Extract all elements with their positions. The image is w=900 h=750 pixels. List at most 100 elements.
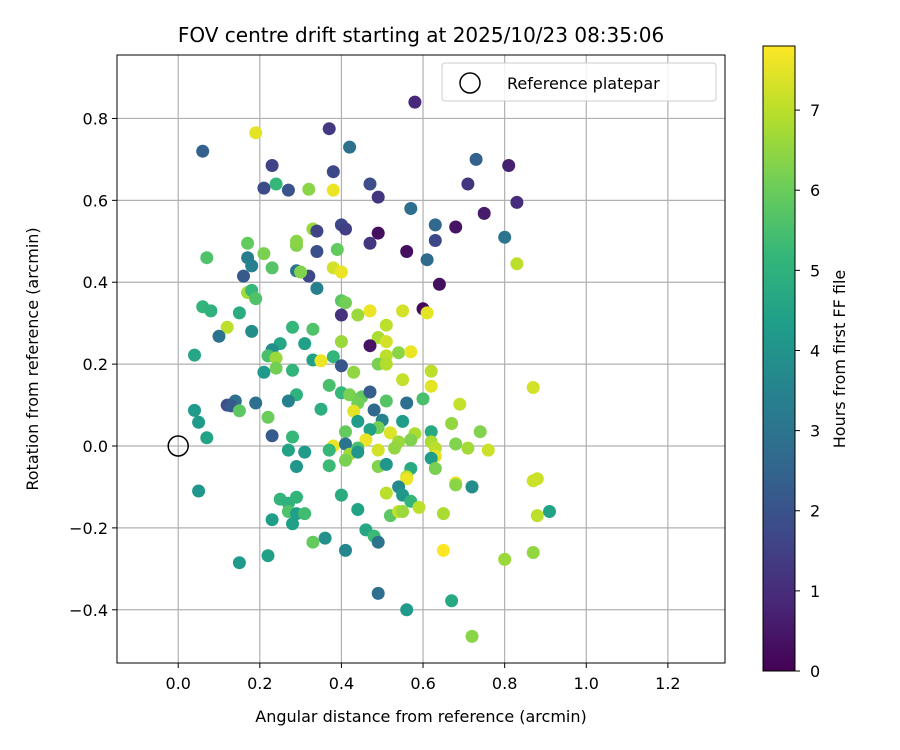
- data-point: [265, 513, 279, 527]
- y-axis-label: Rotation from reference (arcmin): [23, 227, 42, 490]
- data-point: [436, 543, 450, 557]
- data-point: [298, 507, 312, 521]
- data-point: [334, 359, 348, 373]
- data-point: [322, 378, 336, 392]
- data-point: [445, 594, 459, 608]
- data-point: [510, 257, 524, 271]
- data-point: [363, 177, 377, 191]
- data-point: [526, 381, 540, 394]
- data-point: [396, 373, 410, 387]
- data-point: [339, 543, 352, 557]
- data-point: [188, 403, 201, 417]
- data-point: [347, 365, 361, 379]
- data-point: [314, 402, 328, 416]
- data-point: [281, 394, 295, 408]
- data-point: [269, 177, 283, 191]
- data-point: [343, 140, 357, 154]
- data-point: [530, 472, 544, 486]
- data-point: [265, 159, 279, 172]
- x-axis-label: Angular distance from reference (arcmin): [255, 707, 586, 726]
- data-point: [326, 183, 340, 197]
- data-point: [379, 457, 393, 471]
- data-point: [249, 292, 263, 306]
- data-point: [192, 415, 206, 429]
- colorbar-tick-label: 1: [810, 582, 820, 601]
- data-point: [306, 535, 320, 549]
- y-tick-label: 0.2: [83, 355, 108, 374]
- data-point: [400, 472, 414, 486]
- data-point: [257, 181, 271, 195]
- data-point: [290, 460, 303, 473]
- data-point: [232, 306, 246, 320]
- data-point: [424, 425, 438, 439]
- data-point: [334, 488, 348, 502]
- data-point: [530, 509, 544, 523]
- data-point: [420, 253, 434, 267]
- y-tick-label: 0.8: [83, 109, 108, 128]
- colorbar-tick-label: 2: [810, 502, 820, 521]
- data-point: [498, 230, 512, 244]
- data-point: [302, 182, 316, 196]
- data-point: [359, 433, 373, 447]
- data-point: [498, 552, 512, 566]
- data-point: [249, 126, 263, 140]
- data-point: [265, 429, 279, 443]
- data-point: [469, 152, 483, 166]
- data-point: [428, 462, 442, 475]
- data-point: [371, 535, 385, 549]
- data-point: [424, 379, 438, 393]
- data-point: [400, 245, 414, 258]
- legend-hollow-circle-icon: [459, 72, 481, 94]
- data-point: [290, 490, 303, 504]
- data-point: [351, 445, 365, 459]
- data-point: [339, 296, 352, 310]
- data-point: [428, 218, 442, 232]
- data-point: [465, 480, 479, 494]
- data-point: [245, 259, 259, 273]
- y-tick-label: −0.2: [69, 519, 108, 538]
- data-point: [339, 425, 352, 439]
- data-point: [261, 549, 275, 563]
- data-point: [379, 357, 393, 371]
- data-point: [379, 394, 393, 408]
- x-tick-label: 0.0: [165, 674, 190, 693]
- data-point: [371, 443, 385, 457]
- y-tick-label: 0.4: [83, 273, 108, 292]
- data-point: [257, 247, 271, 261]
- data-point: [388, 441, 401, 455]
- data-point: [436, 507, 450, 521]
- data-point: [314, 354, 328, 368]
- data-point: [310, 224, 324, 238]
- data-point: [212, 329, 226, 343]
- data-point: [445, 417, 459, 430]
- data-point: [326, 350, 340, 364]
- data-point: [465, 629, 479, 643]
- data-point: [188, 348, 201, 362]
- data-point: [363, 304, 377, 318]
- data-point: [400, 603, 414, 617]
- data-point: [432, 277, 446, 291]
- data-point: [281, 183, 295, 197]
- colorbar-tick-label: 4: [810, 341, 820, 360]
- data-point: [322, 122, 336, 136]
- colorbar-tick-label: 0: [810, 662, 820, 681]
- x-tick-label: 1.2: [655, 674, 680, 693]
- data-point: [298, 337, 312, 351]
- data-point: [269, 351, 283, 365]
- data-point: [510, 195, 524, 209]
- data-point: [379, 318, 393, 332]
- data-point: [424, 364, 438, 378]
- data-point: [200, 251, 214, 265]
- chart-title: FOV centre drift starting at 2025/10/23 …: [178, 23, 664, 47]
- data-point: [306, 322, 320, 336]
- grid-lines: [117, 55, 725, 663]
- data-point: [408, 95, 422, 109]
- data-point: [200, 431, 214, 445]
- data-point: [298, 445, 312, 459]
- data-point: [265, 261, 279, 275]
- data-point: [261, 410, 275, 424]
- reference-platepar-marker: [167, 435, 189, 457]
- data-point: [290, 234, 303, 248]
- data-point: [249, 396, 263, 410]
